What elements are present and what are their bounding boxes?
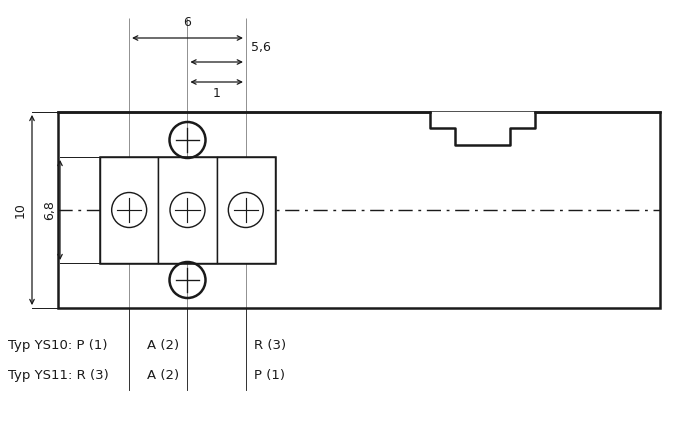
Bar bbox=[58, 112, 660, 308]
Text: R (3): R (3) bbox=[254, 338, 286, 351]
Text: 10: 10 bbox=[14, 202, 27, 218]
Text: 1: 1 bbox=[213, 87, 221, 100]
Bar bbox=[217, 157, 275, 263]
Text: Typ YS10: P (1): Typ YS10: P (1) bbox=[8, 338, 108, 351]
Text: P (1): P (1) bbox=[254, 368, 285, 382]
Bar bbox=[100, 157, 275, 263]
Text: A (2): A (2) bbox=[147, 338, 179, 351]
Text: Typ YS11: R (3): Typ YS11: R (3) bbox=[8, 368, 109, 382]
Bar bbox=[100, 157, 158, 263]
Text: A (2): A (2) bbox=[147, 368, 179, 382]
Polygon shape bbox=[430, 112, 535, 145]
Text: 5,6: 5,6 bbox=[251, 41, 271, 54]
Text: 6,8: 6,8 bbox=[43, 200, 56, 220]
Text: 6: 6 bbox=[183, 16, 192, 29]
Bar bbox=[158, 157, 217, 263]
